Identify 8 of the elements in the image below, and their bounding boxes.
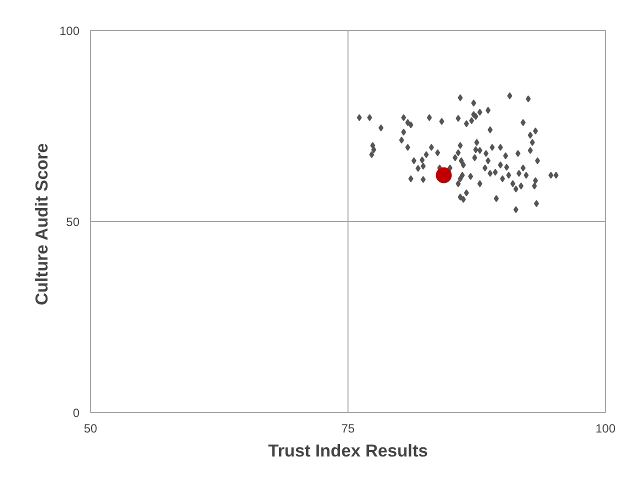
y-axis-title: Culture Audit Score bbox=[31, 142, 52, 306]
y-tick-label: 0 bbox=[72, 406, 80, 420]
x-tick-label: 50 bbox=[84, 422, 98, 436]
y-tick-label: 50 bbox=[66, 215, 80, 229]
x-axis-title: Trust Index Results bbox=[268, 440, 428, 460]
x-tick-label: 100 bbox=[595, 422, 616, 436]
x-tick-label: 75 bbox=[341, 422, 355, 436]
y-tick-label: 100 bbox=[59, 24, 80, 38]
